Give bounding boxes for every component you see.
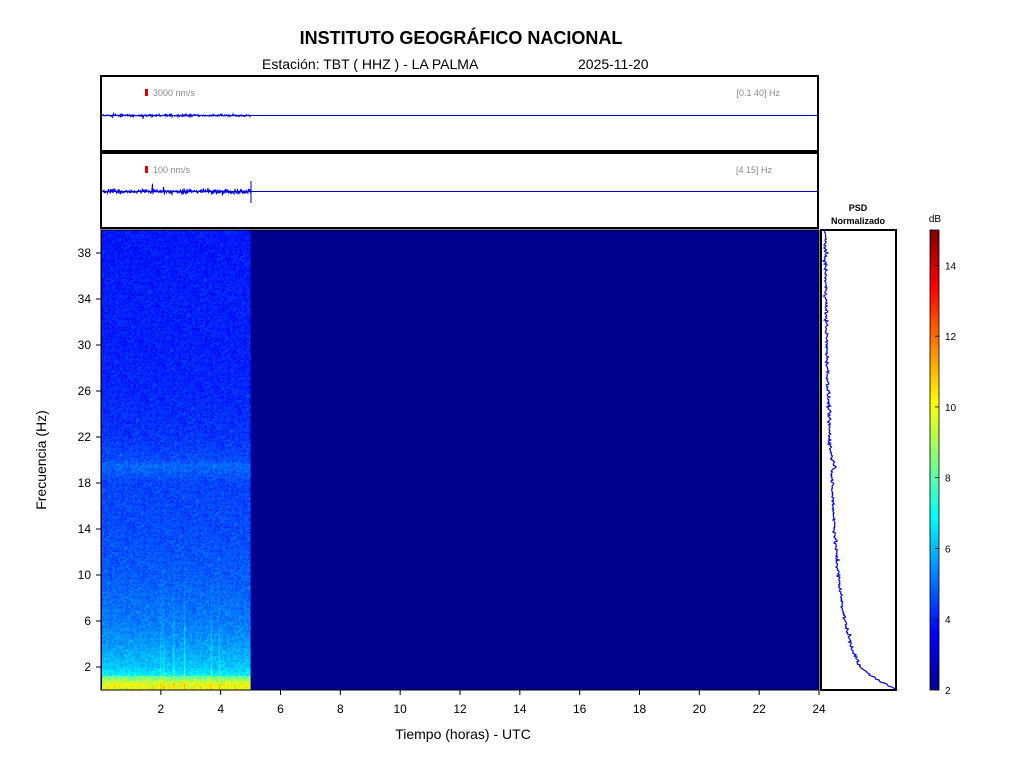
x-tick-label: 24 xyxy=(812,702,826,716)
y-tick-label: 34 xyxy=(78,292,92,306)
colorbar-unit: dB xyxy=(929,214,942,225)
trace-frame-filtered xyxy=(100,152,819,229)
y-tick-label: 22 xyxy=(78,430,92,444)
colorbar-tick-label: 2 xyxy=(945,686,951,697)
y-tick-label: 6 xyxy=(84,614,91,628)
x-tick-label: 14 xyxy=(513,702,527,716)
spectrogram: 2 4 6 8 10 12 14 16 18 20 22 24 261014182226303438 … xyxy=(33,229,826,742)
colorbar-tick-label: 8 xyxy=(945,474,951,485)
date-label: 2025-11-20 xyxy=(578,56,649,72)
station-label: Estación: TBT ( HHZ ) - LA PALMA xyxy=(262,56,479,72)
colorbar: dB 2 4 6 8 10 12 14 xyxy=(929,214,957,697)
trace-band-broadband: [0.1 40] Hz xyxy=(736,88,780,98)
y-tick-label: 38 xyxy=(78,246,92,260)
y-tick-label: 30 xyxy=(78,338,92,352)
psd-panel: PSD Normalizado xyxy=(820,203,898,691)
x-tick-label: 2 xyxy=(157,702,164,716)
colorbar-tick-label: 10 xyxy=(945,403,957,414)
y-tick-label: 14 xyxy=(78,522,92,536)
x-tick-label: 10 xyxy=(393,702,407,716)
colorbar-tick-label: 6 xyxy=(945,544,951,555)
x-tick-label: 8 xyxy=(337,702,344,716)
x-tick-label: 12 xyxy=(453,702,467,716)
trace-panel-filtered: 100 nm/s [4 15] Hz xyxy=(100,152,819,229)
y-tick-label: 18 xyxy=(78,476,92,490)
x-tick-label: 20 xyxy=(693,702,707,716)
colorbar-ticks: 2 4 6 8 10 12 14 xyxy=(935,261,957,697)
x-tick-label: 16 xyxy=(573,702,587,716)
y-tick-label: 2 xyxy=(84,660,91,674)
psd-frame xyxy=(820,229,897,691)
x-tick-label: 6 xyxy=(277,702,284,716)
x-tick-label: 4 xyxy=(217,702,224,716)
trace-scale-broadband: 3000 nm/s xyxy=(153,88,196,98)
y-axis-title: Frecuencia (Hz) xyxy=(33,410,49,510)
trace-frame-broadband xyxy=(100,75,819,152)
colorbar-tick-label: 14 xyxy=(945,261,957,272)
colorbar-tick-label: 12 xyxy=(945,332,957,343)
y-tick-label: 10 xyxy=(78,568,92,582)
scale-marker-filtered xyxy=(145,166,148,173)
trace-band-filtered: [4 15] Hz xyxy=(736,165,773,175)
colorbar-gradient xyxy=(929,229,940,691)
psd-title: PSD xyxy=(849,203,868,213)
trace-waveform-filtered xyxy=(102,183,251,197)
page-title: INSTITUTO GEOGRÁFICO NACIONAL xyxy=(299,28,623,48)
trace-scale-filtered: 100 nm/s xyxy=(153,165,191,175)
psd-subtitle: Normalizado xyxy=(831,216,886,226)
x-tick-label: 22 xyxy=(752,702,766,716)
trace-panel-broadband: 3000 nm/s [0.1 40] Hz xyxy=(100,75,819,152)
scale-marker-broadband xyxy=(145,89,148,96)
x-axis-title: Tiempo (horas) - UTC xyxy=(395,726,531,742)
trace-waveform-broadband xyxy=(102,111,251,119)
y-tick-label: 26 xyxy=(78,384,92,398)
colorbar-tick-label: 4 xyxy=(945,615,951,626)
psd-curve xyxy=(821,229,898,691)
x-axis-ticks: 2 4 6 8 10 12 14 16 18 20 22 24 xyxy=(157,690,826,716)
x-tick-label: 18 xyxy=(633,702,647,716)
spectrogram-data-image xyxy=(102,230,251,690)
